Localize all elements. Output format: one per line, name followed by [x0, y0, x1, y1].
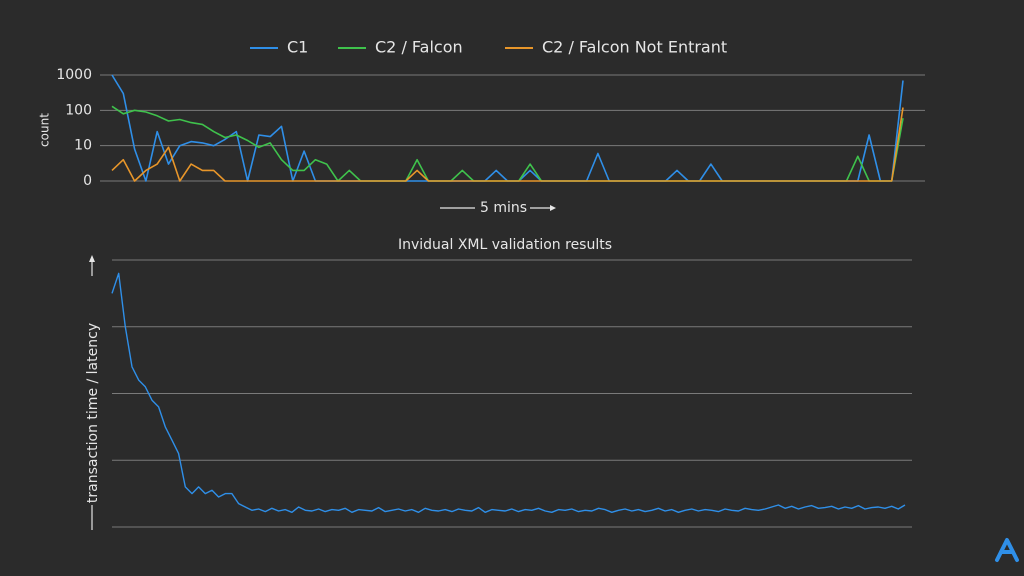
y-axis-label: transaction time / latency — [85, 323, 101, 503]
data-line — [111, 105, 904, 182]
logo — [995, 538, 1019, 562]
y-tick-label: 1000 — [56, 67, 92, 83]
legend-label: C2 / Falcon — [375, 38, 463, 57]
y-axis-label: count — [38, 113, 52, 147]
y-tick-label: 10 — [74, 138, 92, 154]
data-line — [111, 272, 906, 513]
chart-title: Invidual XML validation results — [398, 237, 612, 253]
arrow-head — [550, 205, 556, 211]
data-line — [111, 107, 904, 182]
legend-label: C1 — [287, 38, 308, 57]
data-line — [111, 74, 904, 182]
y-tick-label: 100 — [65, 102, 92, 118]
legend-label: C2 / Falcon Not Entrant — [542, 38, 727, 57]
arrow-head — [89, 255, 95, 262]
charts: 0 10 100 1000 C1 C2 / Falcon C2 / Falcon Not E… — [56, 38, 925, 528]
x-axis-label: 5 mins — [480, 200, 527, 216]
y-tick-label: 0 — [83, 173, 92, 189]
